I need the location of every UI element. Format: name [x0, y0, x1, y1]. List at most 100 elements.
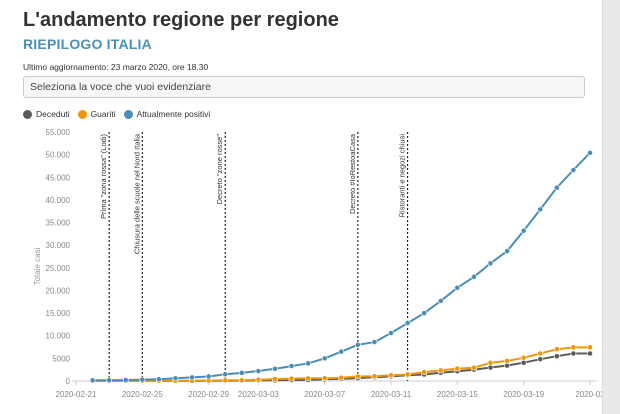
cases-line-chart: 0 5000 10.000 15.000 20.000 25.000 30.000 35.00… [33, 128, 602, 399]
data-point [288, 363, 295, 369]
data-point [504, 248, 510, 254]
data-point [587, 149, 593, 156]
data-point [388, 372, 394, 379]
x-tick-label: 2020-02-29 [188, 390, 229, 399]
data-point [189, 374, 195, 381]
data-point [321, 375, 328, 382]
data-point [305, 375, 312, 382]
page-title: L'andamento regione per regione [23, 9, 339, 31]
data-point [454, 365, 461, 372]
x-tick-label: 2020-03 [575, 390, 602, 399]
data-point [570, 344, 577, 351]
data-point [238, 369, 245, 376]
data-point [222, 371, 229, 378]
data-point [537, 356, 544, 363]
data-point [238, 377, 245, 384]
y-tick-label: 45.000 [46, 173, 71, 182]
data-point [122, 377, 129, 383]
data-point [338, 374, 345, 381]
legend-label-guariti: Guariti [90, 109, 116, 119]
data-point [520, 354, 527, 361]
data-point [172, 375, 179, 382]
y-tick-label: 20.000 [46, 286, 71, 295]
data-point [338, 348, 345, 355]
data-point [471, 364, 477, 371]
data-point [156, 376, 162, 383]
data-point [421, 310, 428, 316]
data-point [404, 371, 411, 378]
data-point [354, 341, 361, 348]
data-point [437, 367, 444, 374]
data-point [354, 373, 361, 380]
data-point [139, 376, 146, 383]
y-tick-label: 0 [66, 377, 71, 386]
chart-legend: Deceduti Guariti Attualmente positivi [23, 108, 210, 120]
data-point [553, 353, 560, 360]
data-point [305, 360, 312, 367]
data-point [288, 375, 295, 382]
y-tick-label: 5000 [52, 354, 70, 363]
data-point [205, 373, 212, 380]
data-point [371, 373, 378, 380]
x-tick-label: 2020-03-07 [304, 390, 345, 399]
data-point [89, 377, 96, 384]
data-point [537, 206, 544, 213]
legend-swatch-attualmente-positivi [123, 109, 133, 119]
legend-swatch-deceduti [23, 109, 32, 119]
data-point [587, 350, 593, 357]
legend-item-deceduti[interactable]: Deceduti [23, 109, 70, 119]
data-point [537, 350, 544, 357]
data-point [487, 359, 494, 366]
y-axis-title: Totale casi [33, 247, 42, 285]
x-tick-label: 2020-03-03 [238, 390, 279, 399]
data-point [255, 376, 262, 383]
data-point [487, 364, 494, 371]
data-point [587, 344, 593, 351]
page-subtitle: RIEPILOGO ITALIA [23, 36, 152, 52]
y-tick-label: 30.000 [46, 241, 71, 250]
y-tick-label: 15.000 [46, 309, 71, 318]
data-point [570, 167, 577, 173]
y-tick-label: 40.000 [46, 196, 71, 205]
data-point [404, 320, 411, 326]
data-point [520, 359, 527, 366]
data-point [504, 357, 510, 364]
data-point [520, 227, 527, 234]
x-tick-label: 2020-02-21 [56, 390, 97, 399]
y-tick-label: 50.000 [46, 151, 71, 160]
event-label: Decreto "zone rosse" [215, 134, 224, 205]
data-point [437, 297, 444, 304]
data-point [454, 284, 461, 291]
legend-swatch-guariti [77, 109, 87, 119]
scrollbar-track[interactable] [602, 0, 620, 414]
data-point [570, 350, 577, 357]
event-label: Prima "zona rossa" (Lodi) [99, 134, 108, 219]
data-point [255, 368, 262, 374]
data-point [272, 376, 278, 383]
x-tick-label: 2020-02-25 [122, 390, 163, 399]
data-point [471, 273, 477, 280]
data-point [371, 339, 378, 345]
y-tick-label: 10.000 [46, 332, 71, 341]
data-point [222, 377, 229, 384]
x-tick-label: 2020-03-19 [503, 390, 544, 399]
data-point [106, 377, 113, 384]
highlight-selector-input[interactable] [23, 76, 585, 98]
y-tick-label: 35.000 [46, 219, 71, 228]
y-tick-label: 55.000 [46, 128, 71, 137]
legend-label-deceduti: Deceduti [36, 109, 70, 119]
data-point [553, 184, 560, 191]
data-point [272, 365, 278, 372]
event-label: Chiusura delle scuole nel Nord Italia [132, 133, 141, 254]
series-line [92, 152, 591, 382]
data-point [487, 260, 494, 267]
legend-item-guariti[interactable]: Guariti [77, 109, 116, 119]
data-point [553, 346, 560, 353]
event-label: Decreto #IoRestoaCasa [348, 133, 357, 214]
x-tick-label: 2020-03-15 [437, 390, 478, 399]
event-label: Ristoranti e negozi chiusi [398, 134, 407, 218]
data-point [321, 355, 328, 362]
legend-item-attualmente-positivi[interactable]: Attualmente positivi [123, 109, 211, 119]
legend-label-attualmente-positivi: Attualmente positivi [136, 109, 211, 119]
y-tick-label: 25.000 [46, 264, 71, 273]
